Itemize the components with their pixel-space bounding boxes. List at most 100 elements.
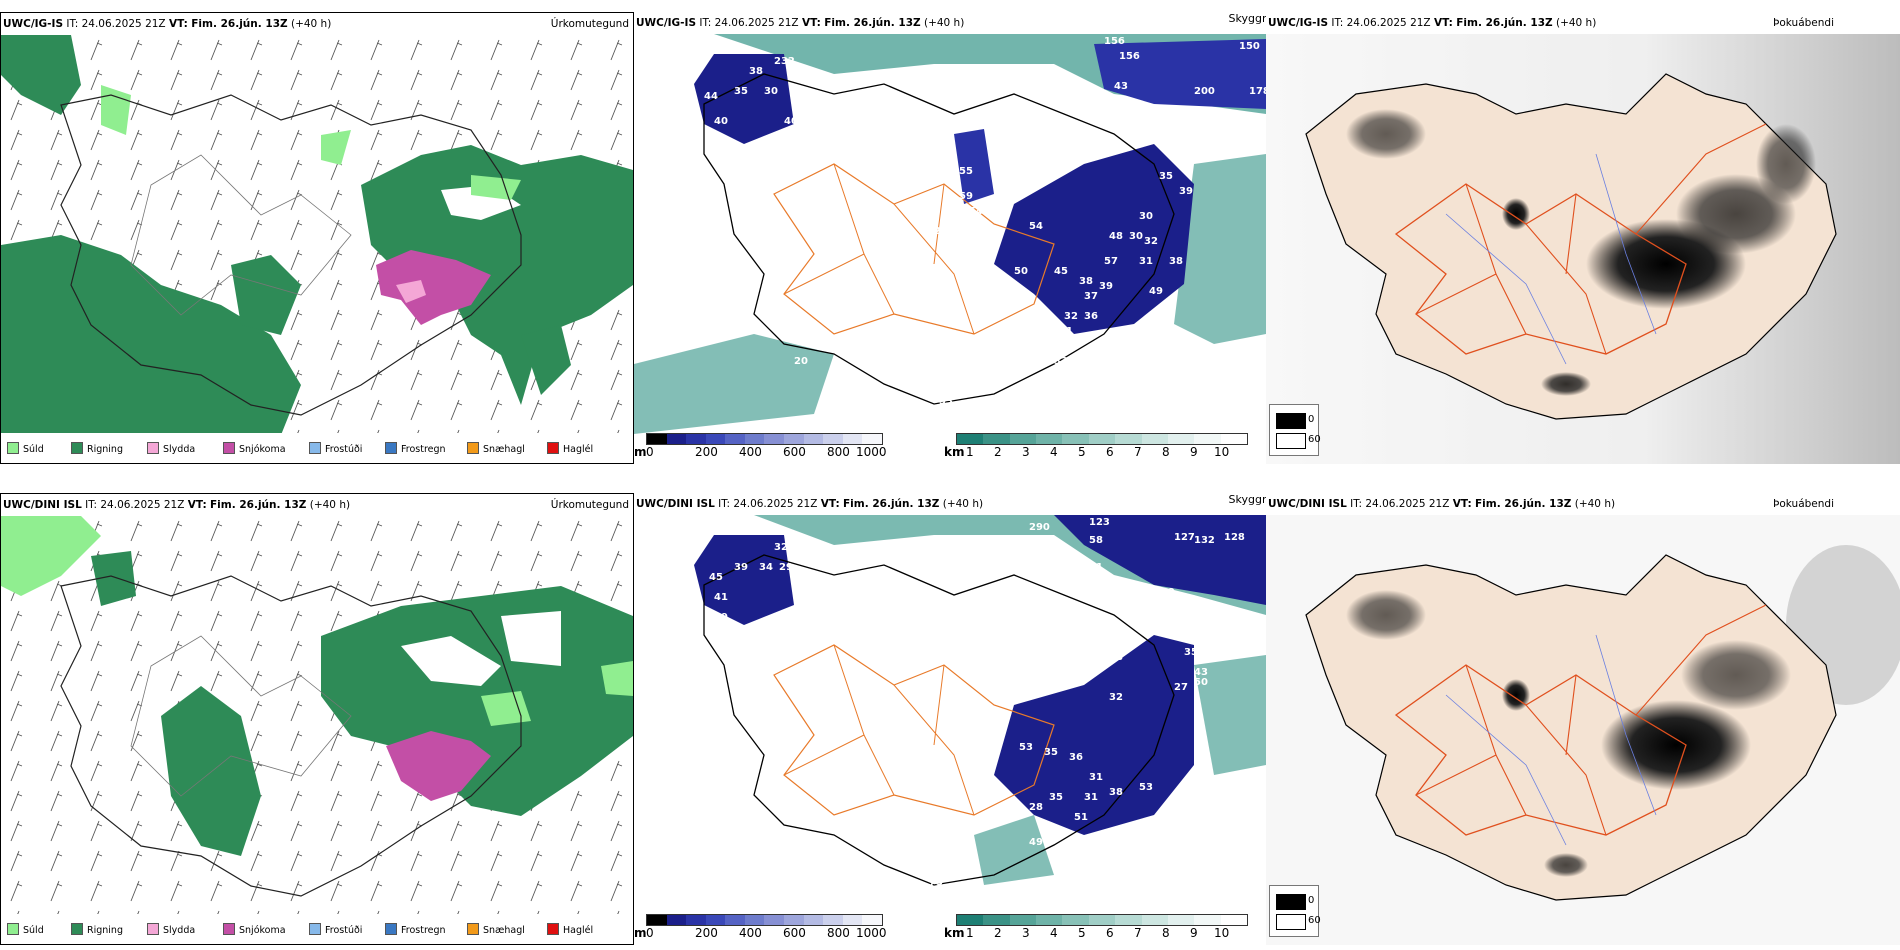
cloud-height-label: 38: [1079, 276, 1093, 287]
legend-swatch: [385, 442, 397, 454]
fog-legend-label: 0: [1308, 895, 1315, 906]
cloud-height-label: 41: [714, 592, 728, 603]
cloud-height-label: 178: [1249, 86, 1266, 97]
cloud-height-label: 53: [1019, 742, 1033, 753]
model-name: UWC/IG-IS: [3, 18, 64, 30]
legend-item: Súld: [7, 923, 44, 936]
cloud-height-label: 78: [1114, 587, 1128, 598]
tick-label: 3: [1022, 445, 1030, 459]
cloud-height-label: 40: [784, 116, 798, 127]
vt-value: Fim. 26.jún. 13Z: [210, 499, 307, 511]
cloud-title: Skyggni: [1228, 12, 1266, 25]
vt-value: Fim. 26.jún. 13Z: [843, 498, 940, 510]
tick-label: 1: [966, 445, 974, 459]
cloud-height-label: 54: [1029, 221, 1043, 232]
tick-label: 1000: [856, 926, 887, 940]
height-bar-fill: [646, 914, 883, 926]
legend-item: Rigning: [71, 923, 123, 936]
tick-label: 10: [1214, 926, 1230, 940]
cloud-height-label: 30: [1139, 211, 1153, 222]
fog-swatch-0: [1276, 413, 1306, 429]
visibility-colorbar: km 1 2 3 4 5 6 7 8 9 10: [944, 914, 1254, 942]
fog-panel-ig: UWC/IG-IS IT: 24.06.2025 21Z VT: Fim. 26…: [1266, 12, 1900, 464]
legend-item: Frostregn: [385, 923, 446, 936]
legend-label: Frostúði: [325, 925, 363, 936]
panel-header: UWC/IG-IS IT: 24.06.2025 21Z VT: Fim. 26…: [634, 12, 1266, 34]
cloud-height-label: 132: [1194, 535, 1215, 546]
fog-map: [1266, 515, 1900, 945]
legend-item: Slydda: [147, 923, 195, 936]
cloud-height-label: 127: [1174, 532, 1195, 543]
cloud-map: 321 39 34 29 45 41 49 42 290 123 58 127 132 128 41 78 23…: [634, 515, 1266, 915]
cloud-height-label: 290: [1029, 522, 1050, 533]
cloud-height-label: 31: [1139, 256, 1153, 267]
it-value: 24.06.2025 21Z: [1365, 498, 1450, 510]
it-value: 24.06.2025 21Z: [1346, 17, 1431, 29]
height-colorbar: m 0 200 400 600 800 1000: [634, 914, 887, 942]
cloud-height-label: 150: [1239, 41, 1260, 52]
legend-swatch: [309, 442, 321, 454]
precip-map-svg: [1, 35, 633, 435]
cloud-height-label: 38: [749, 66, 763, 77]
lead-time: (+40 h): [309, 499, 351, 511]
legend-label: Frostúði: [325, 444, 363, 455]
legend-item: Súld: [7, 442, 44, 455]
cloud-height-label: 28: [1029, 802, 1043, 813]
cloud-height-label: 36: [1084, 311, 1098, 322]
legend-swatch: [385, 923, 397, 935]
tick-label: 7: [1134, 445, 1142, 459]
legend-swatch: [309, 923, 321, 935]
tick-label: 2: [994, 926, 1002, 940]
legend-swatch: [547, 442, 559, 454]
model-name: UWC/IG-IS: [1268, 17, 1329, 29]
vt-value: Fim. 26.jún. 13Z: [1456, 17, 1553, 29]
fog-panel-dini: UWC/DINI ISL IT: 24.06.2025 21Z VT: Fim.…: [1266, 493, 1900, 945]
legend-label: Slydda: [163, 444, 196, 455]
precip-legend: Súld Rigning Slydda Snjókoma Frostúði Fr…: [1, 433, 633, 463]
tick-label: 400: [739, 445, 762, 459]
cloud-height-label: 44: [704, 91, 718, 102]
cloud-height-label: 30: [1129, 231, 1143, 242]
vt-label: VT:: [801, 17, 821, 29]
cloud-height-label: 156: [1104, 36, 1125, 47]
cloud-height-label: 45: [1054, 266, 1068, 277]
cloud-height-label: 73: [929, 877, 943, 888]
fog-swatch-60: [1276, 433, 1306, 449]
cloud-height-label: 58: [1089, 535, 1103, 546]
lead-time: (+40 h): [290, 18, 332, 30]
tick-label: 800: [827, 445, 850, 459]
cloud-height-labels: 2323835304440401561564320017815062543735…: [704, 36, 1266, 407]
cloud-height-label: 37: [1094, 146, 1108, 157]
legend-swatch: [147, 442, 159, 454]
tick-label: 0: [646, 926, 654, 940]
legend-item: Snæhagl: [467, 923, 525, 936]
cloud-height-label: 35: [1184, 647, 1198, 658]
legend-item: Snæhagl: [467, 442, 525, 455]
model-name: UWC/DINI ISL: [636, 498, 715, 510]
tick-label: 5: [1078, 445, 1086, 459]
cloud-height-label: 239: [1154, 587, 1175, 598]
tick-label: 3: [1022, 926, 1030, 940]
legend-item: Frostregn: [385, 442, 446, 455]
cloud-height-label: 35: [1044, 747, 1058, 758]
panel-header: UWC/IG-IS IT: 24.06.2025 21Z VT: Fim. 26…: [1266, 12, 1900, 34]
model-name: UWC/DINI ISL: [1268, 498, 1347, 510]
legend-label: Haglél: [563, 444, 594, 455]
vt-label: VT:: [1452, 498, 1472, 510]
legend-item: Slydda: [147, 442, 195, 455]
cloud-height-label: 59: [959, 191, 973, 202]
cloud-height-label: 54: [969, 206, 983, 217]
cloud-height-label: 53: [1139, 782, 1153, 793]
cloud-height-label: 42: [794, 607, 808, 618]
precip-panel-ig: UWC/IG-IS IT: 24.06.2025 21Z VT: Fim. 26…: [0, 12, 634, 464]
legend-swatch: [223, 442, 235, 454]
tick-label: 10: [1214, 445, 1230, 459]
lead-time: (+40 h): [1574, 498, 1616, 510]
cloud-height-label: 48: [1109, 231, 1123, 242]
cloud-height-label: 32: [1109, 692, 1123, 703]
cloud-height-label: 156: [1119, 51, 1140, 62]
height-bar-fill: [646, 433, 883, 445]
cloud-height-label: 123: [1089, 517, 1110, 528]
legend-label: Frostregn: [401, 925, 446, 936]
cloud-height-label: 38: [1109, 787, 1123, 798]
